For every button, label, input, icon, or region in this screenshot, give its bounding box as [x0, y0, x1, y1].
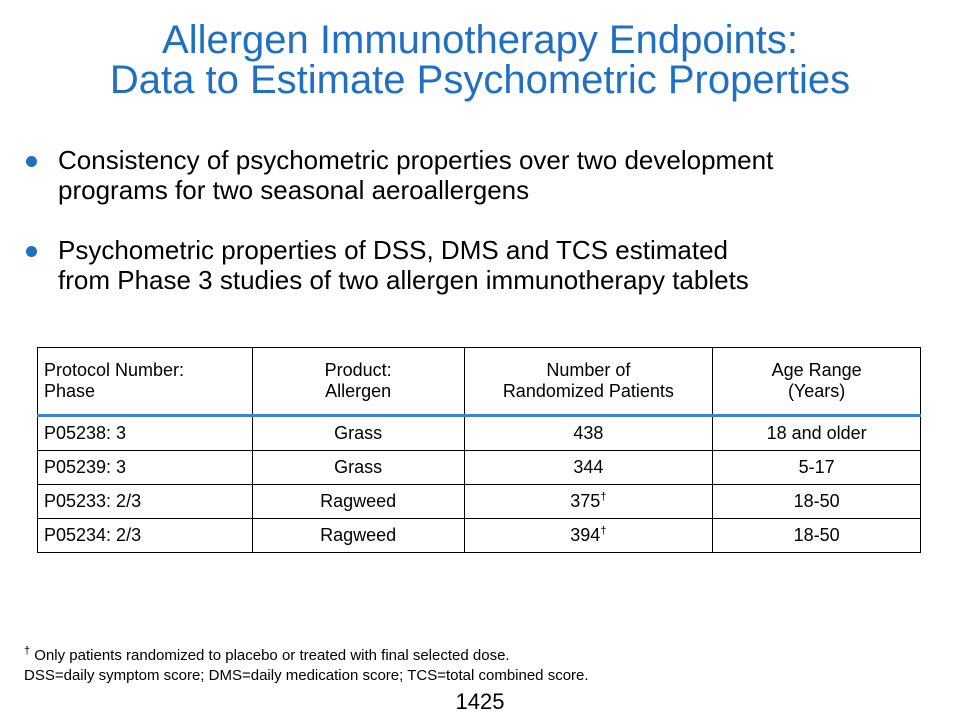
cell-patients: 438 — [463, 415, 714, 451]
cell-age: 18-50 — [712, 484, 921, 519]
bullet-dot-icon — [26, 246, 37, 257]
cell-patients: 375† — [463, 484, 714, 519]
header-line: Number of — [546, 360, 631, 380]
title-line-2: Data to Estimate Psychometric Properties — [109, 58, 851, 102]
table-row: P05234: 2/3 Ragweed 394† 18-50 — [37, 518, 921, 553]
bullet-dot-icon — [26, 156, 37, 167]
bullet-list: Consistency of psychometric properties o… — [24, 145, 944, 325]
header-patients: Number of Randomized Patients — [463, 347, 714, 417]
table-row: P05239: 3 Grass 344 5-17 — [37, 450, 921, 485]
header-line: Age Range — [771, 360, 862, 380]
footnote-dagger: † Only patients randomized to placebo or… — [24, 646, 924, 666]
header-line: (Years) — [787, 381, 846, 401]
header-product: Product: Allergen — [251, 347, 465, 417]
cell-age: 18-50 — [712, 518, 921, 553]
cell-age: 18 and older — [712, 415, 921, 451]
bullet-text-line: Psychometric properties of DSS, DMS and … — [58, 235, 728, 265]
slide-title: Allergen Immunotherapy Endpoints: Data t… — [0, 20, 960, 100]
header-line: Phase — [44, 381, 96, 401]
patients-value: 438 — [573, 423, 604, 443]
patients-value: 375 — [570, 491, 601, 511]
patients-value: 394 — [570, 525, 601, 545]
bullet-text-line: Consistency of psychometric properties o… — [58, 145, 774, 175]
footnotes: † Only patients randomized to placebo or… — [24, 646, 924, 686]
title-line-1: Allergen Immunotherapy Endpoints: — [162, 18, 798, 62]
footnote-abbreviations: DSS=daily symptom score; DMS=daily medic… — [24, 667, 589, 684]
patients-value: 344 — [573, 457, 604, 477]
header-line: Product: — [324, 360, 392, 380]
header-line: Allergen — [325, 381, 392, 401]
header-line: Randomized Patients — [502, 381, 674, 401]
bullet-item: Psychometric properties of DSS, DMS and … — [24, 235, 944, 295]
cell-protocol: P05239: 3 — [37, 450, 253, 485]
page-number: 1425 — [455, 689, 505, 714]
cell-protocol: P05238: 3 — [37, 415, 253, 451]
bullet-text-line: from Phase 3 studies of two allergen imm… — [58, 265, 749, 295]
bullet-item: Consistency of psychometric properties o… — [24, 145, 944, 205]
cell-protocol: P05233: 2/3 — [37, 484, 253, 519]
cell-allergen: Grass — [251, 450, 465, 485]
studies-table: Protocol Number: Phase Product: Allergen… — [37, 347, 921, 553]
header-line: Protocol Number: — [44, 360, 185, 380]
footnote-text: Only patients randomized to placebo or t… — [34, 647, 510, 664]
table-header-row: Protocol Number: Phase Product: Allergen… — [37, 347, 921, 417]
cell-allergen: Grass — [251, 415, 465, 451]
cell-allergen: Ragweed — [251, 484, 465, 519]
cell-allergen: Ragweed — [251, 518, 465, 553]
dagger-mark: † — [600, 525, 607, 537]
header-protocol: Protocol Number: Phase — [37, 347, 253, 417]
footnote-mark: † — [24, 645, 31, 657]
cell-protocol: P05234: 2/3 — [37, 518, 253, 553]
table-row: P05238: 3 Grass 438 18 and older — [37, 415, 921, 451]
bullet-text-line: programs for two seasonal aeroallergens — [58, 175, 530, 205]
table-row: P05233: 2/3 Ragweed 375† 18-50 — [37, 484, 921, 519]
cell-patients: 394† — [463, 518, 714, 553]
cell-patients: 344 — [463, 450, 714, 485]
header-age-range: Age Range (Years) — [712, 347, 921, 417]
cell-age: 5-17 — [712, 450, 921, 485]
dagger-mark: † — [600, 491, 607, 503]
